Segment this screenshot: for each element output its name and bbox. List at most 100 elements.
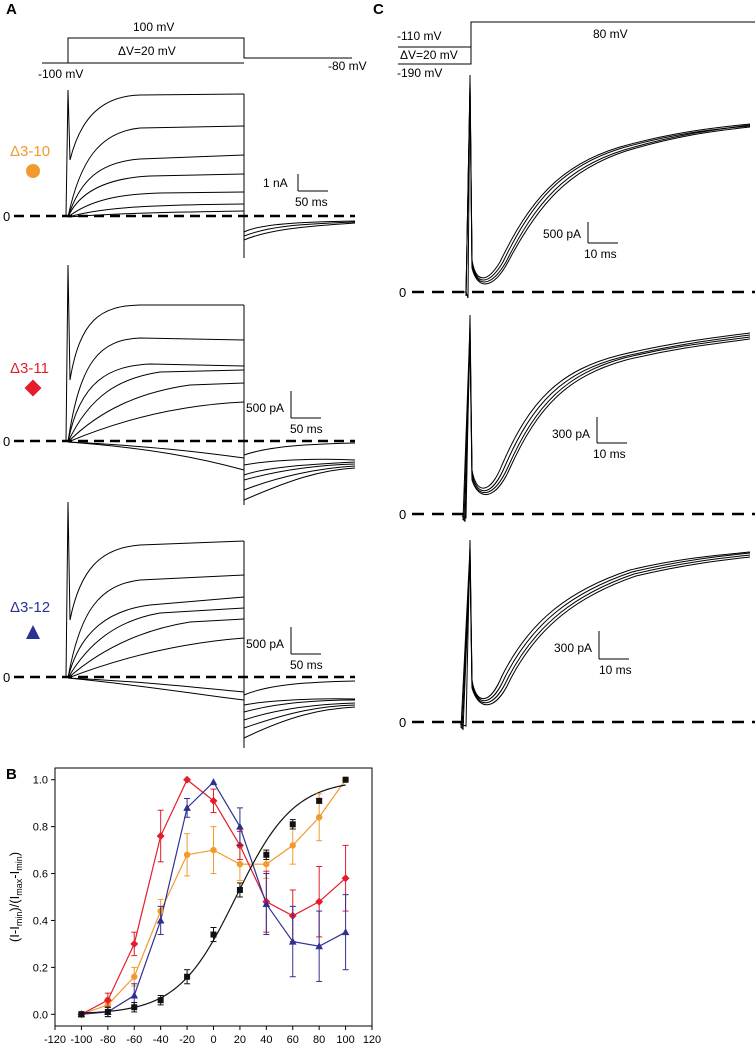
trace-group-c3: 0 300 pA 10 ms: [399, 539, 755, 731]
y-tick-label: 0.6: [33, 869, 48, 881]
scale-x-label: 10 ms: [584, 247, 617, 261]
panel-b-letter: B: [6, 766, 17, 783]
x-tick-label: 0: [210, 1034, 216, 1046]
scale-bar: [598, 631, 629, 660]
trace-group-d3-10: Δ3-10 0 1 nA 50 ms: [3, 89, 356, 258]
x-tick-label: -40: [153, 1034, 169, 1046]
fit-curve: [81, 784, 346, 1014]
data-point: [130, 991, 139, 999]
data-point: [262, 900, 271, 908]
panel-a-letter: A: [6, 1, 17, 18]
data-point: [263, 851, 270, 858]
trace-group-c1: 0 500 pA 10 ms: [399, 74, 755, 300]
x-axis-label: V (mV): [192, 1048, 236, 1051]
x-tick-label: 20: [234, 1034, 246, 1046]
zero-label: 0: [399, 507, 406, 522]
data-point: [210, 931, 217, 938]
panel-c-test-voltage: 80 mV: [593, 27, 628, 41]
scale-x-label: 50 ms: [290, 422, 323, 436]
data-point: [131, 973, 138, 980]
current-traces: [65, 264, 356, 505]
zero-label: 0: [3, 670, 10, 685]
data-point: [236, 886, 243, 893]
scale-x-label: 50 ms: [295, 195, 328, 209]
series-line: [81, 781, 346, 1015]
data-point: [157, 997, 164, 1004]
data-point: [78, 1011, 85, 1018]
data-point: [315, 897, 324, 906]
data-point: [156, 832, 165, 840]
trace-group-d3-11: Δ3-11 0 500 pA 50 ms: [3, 264, 356, 505]
iv-chart: -120 -100 -80 -60 -40 -20 0 20 40 60 80 100 120 0.0 0.…: [7, 767, 381, 1051]
circle-marker-icon: [26, 164, 40, 178]
current-traces: [459, 539, 751, 731]
data-point: [184, 973, 191, 980]
triangle-marker-icon: [26, 625, 40, 639]
data-point: [183, 851, 191, 858]
data-point: [341, 928, 350, 936]
panel-c-protocol: [398, 21, 755, 65]
trace-group-c2: 0 300 pA 10 ms: [399, 314, 755, 523]
current-traces: [461, 314, 751, 523]
panel-a-hold-voltage: -100 mV: [38, 67, 83, 81]
trace-group-d3-12: Δ3-12 0 500 pA 50 ms: [3, 501, 356, 748]
zero-label: 0: [3, 209, 10, 224]
data-point: [131, 1004, 138, 1011]
data-point: [183, 803, 191, 811]
panel-c-letter: C: [373, 1, 384, 18]
panel-c-pre-voltage: -110 mV: [397, 29, 441, 43]
x-tick-label: -120: [44, 1034, 66, 1046]
panel-a-top-voltage: 100 mV: [133, 20, 174, 34]
current-traces: [460, 74, 751, 299]
data-point: [263, 860, 270, 868]
data-point: [209, 778, 218, 786]
scale-bar: [297, 174, 328, 192]
label-d3-12: Δ3-12: [10, 599, 50, 616]
data-point: [156, 916, 165, 924]
zero-label: 0: [3, 434, 10, 449]
scale-y-label: 300 pA: [554, 641, 592, 655]
series-line: [81, 778, 346, 1015]
y-tick-label: 0.0: [33, 1009, 48, 1021]
scale-y-label: 1 nA: [263, 176, 288, 190]
data-point: [104, 1008, 111, 1015]
current-traces: [65, 501, 356, 748]
y-axis-label: (I-Imin)/(Imax-Imin): [7, 852, 24, 942]
scale-x-label: 10 ms: [593, 447, 626, 461]
panel-a-protocol: [42, 37, 352, 64]
y-tick-label: 0.4: [33, 915, 48, 927]
panel-a-tail-voltage: -80 mV: [328, 59, 367, 73]
data-point: [316, 797, 323, 804]
panel-c-step-label: ΔV=20 mV: [400, 48, 458, 62]
label-d3-11: Δ3-11: [10, 360, 49, 377]
scale-y-label: 500 pA: [246, 401, 284, 415]
y-tick-label: 0.2: [33, 962, 48, 974]
current-traces: [65, 89, 356, 258]
data-point: [289, 821, 296, 828]
x-tick-label: 100: [336, 1034, 354, 1046]
scale-x-label: 50 ms: [290, 658, 323, 672]
x-tick-label: 60: [287, 1034, 299, 1046]
panel-a-step-label: ΔV=20 mV: [118, 44, 176, 58]
label-d3-10: Δ3-10: [10, 143, 50, 160]
x-tick-label: -20: [179, 1034, 195, 1046]
data-point: [183, 775, 192, 784]
data-point: [236, 860, 244, 868]
data-point: [315, 942, 323, 950]
data-point: [315, 814, 323, 821]
zero-label: 0: [399, 285, 406, 300]
scale-y-label: 500 pA: [246, 637, 284, 651]
x-tick-label: 120: [363, 1034, 381, 1046]
data-point: [236, 822, 244, 830]
y-tick-label: 1.0: [33, 775, 48, 787]
scale-y-label: 300 pA: [552, 427, 590, 441]
x-tick-label: 80: [313, 1034, 325, 1046]
x-tick-label: 40: [260, 1034, 272, 1046]
data-point: [288, 937, 297, 945]
panel-c-min-voltage: -190 mV: [397, 66, 442, 80]
x-tick-label: -100: [70, 1034, 92, 1046]
zero-label: 0: [399, 715, 406, 730]
data-point: [342, 776, 349, 783]
data-point: [210, 846, 217, 854]
